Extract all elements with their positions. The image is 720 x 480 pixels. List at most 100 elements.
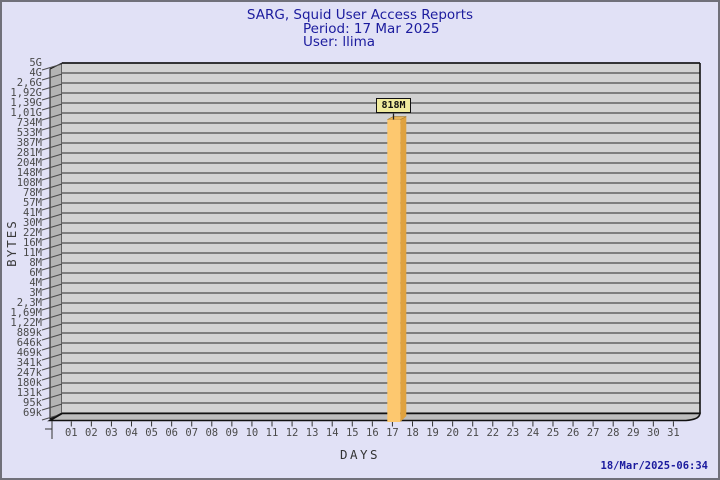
tick-line bbox=[41, 83, 63, 91]
x-tick-label: 05 bbox=[145, 426, 158, 439]
plot-floor bbox=[47, 412, 702, 422]
y-tick-label: 180k bbox=[16, 376, 42, 389]
tick-line bbox=[41, 343, 63, 351]
y-tick-label: 281M bbox=[16, 146, 42, 159]
y-tick-label: 2,3M bbox=[16, 296, 42, 309]
x-tick-label: 24 bbox=[526, 426, 540, 439]
tick-line bbox=[41, 313, 63, 321]
y-tick-label: 22M bbox=[23, 226, 42, 239]
y-tick-label: 95k bbox=[23, 396, 42, 409]
x-tick-label: 17 bbox=[386, 426, 399, 439]
y-tick-label: 3M bbox=[29, 286, 42, 299]
x-tick-label: 13 bbox=[305, 426, 319, 439]
y-tick-label: 148M bbox=[16, 166, 42, 179]
y-tick-label: 341k bbox=[16, 356, 42, 369]
x-tick-label: 31 bbox=[667, 426, 680, 439]
x-tick-label: 19 bbox=[426, 426, 439, 439]
tick-line bbox=[41, 73, 63, 81]
y-axis-title: BYTES bbox=[4, 219, 19, 267]
x-tick-label: 27 bbox=[586, 426, 600, 439]
y-tick-label: 16M bbox=[23, 236, 42, 249]
tick-line bbox=[41, 263, 63, 271]
y-tick-label: 11M bbox=[23, 246, 42, 259]
y-tick-label: 533M bbox=[16, 126, 42, 139]
y-tick-label: 387M bbox=[16, 136, 42, 149]
y-tick-label: 78M bbox=[23, 186, 42, 199]
tick-line bbox=[41, 293, 63, 301]
x-tick-label: 12 bbox=[285, 426, 299, 439]
y-tick-label: 108M bbox=[16, 176, 42, 189]
tick-line bbox=[41, 243, 63, 251]
tick-line bbox=[41, 403, 63, 411]
x-tick-label: 15 bbox=[345, 426, 359, 439]
tick-line bbox=[41, 143, 63, 151]
y-tick-label: 6M bbox=[29, 266, 42, 279]
tick-line bbox=[41, 383, 63, 391]
tick-line bbox=[41, 273, 63, 281]
tick-line bbox=[41, 93, 63, 101]
x-tick-label: 06 bbox=[165, 426, 178, 439]
x-tick-label: 01 bbox=[64, 426, 78, 439]
y-tick-label: 889k bbox=[16, 326, 42, 339]
bar-value-label: 818M bbox=[376, 98, 411, 113]
x-tick-label: 26 bbox=[566, 426, 580, 439]
x-tick-label: 08 bbox=[205, 426, 219, 439]
tick-line bbox=[41, 103, 63, 111]
y-tick-label: 646k bbox=[16, 336, 42, 349]
x-tick-label: 20 bbox=[446, 426, 459, 439]
y-tick-label: 57M bbox=[23, 196, 42, 209]
y-tick-label: 41M bbox=[23, 206, 42, 219]
y-tick-label: 30M bbox=[23, 216, 42, 229]
tick-line bbox=[41, 363, 63, 371]
tick-line bbox=[41, 253, 63, 261]
tick-line bbox=[41, 393, 63, 401]
tick-line bbox=[41, 163, 63, 171]
tick-line bbox=[41, 353, 63, 361]
y-tick-label: 1,69M bbox=[10, 306, 42, 319]
tick-line bbox=[41, 173, 63, 181]
tick-line bbox=[41, 213, 63, 221]
y-tick-label: 1,22M bbox=[10, 316, 42, 329]
x-tick-label: 09 bbox=[225, 426, 239, 439]
tick-line bbox=[41, 233, 63, 241]
x-tick-label: 16 bbox=[366, 426, 379, 439]
horizontal-gridlines bbox=[62, 62, 700, 414]
generation-timestamp: 18/Mar/2025-06:34 bbox=[600, 460, 708, 472]
y-tick-label: 1,92G bbox=[10, 86, 42, 99]
y-tick-label: 69k bbox=[23, 406, 42, 419]
y-tick-label: 4M bbox=[29, 276, 42, 289]
x-tick-label: 11 bbox=[265, 426, 279, 439]
tick-line bbox=[41, 193, 63, 201]
x-tick-label: 14 bbox=[325, 426, 339, 439]
tick-line bbox=[41, 123, 63, 131]
tick-line bbox=[41, 63, 63, 71]
tick-line bbox=[41, 113, 63, 121]
x-tick-label: 30 bbox=[647, 426, 660, 439]
x-tick-label: 29 bbox=[626, 426, 640, 439]
tick-line bbox=[41, 223, 63, 231]
tick-line bbox=[41, 133, 63, 141]
x-axis-tick-marks bbox=[70, 421, 674, 427]
y-tick-label: 8M bbox=[29, 256, 42, 269]
chart-title: SARG, Squid User Access Reports bbox=[246, 7, 474, 23]
x-tick-label: 07 bbox=[185, 426, 199, 439]
tick-line bbox=[41, 303, 63, 311]
x-tick-label: 21 bbox=[466, 426, 480, 439]
x-tick-label: 18 bbox=[406, 426, 419, 439]
y-tick-label: 4G bbox=[29, 66, 42, 79]
tick-line bbox=[41, 373, 63, 381]
x-tick-label: 28 bbox=[606, 426, 620, 439]
y-tick-label: 1,39G bbox=[10, 96, 42, 109]
x-tick-label: 02 bbox=[85, 426, 98, 439]
chart-period: Period: 17 Mar 2025 bbox=[303, 21, 440, 37]
y-tick-label: 131k bbox=[16, 386, 42, 399]
y-tick-label: 247k bbox=[16, 366, 42, 379]
x-axis-title: DAYS bbox=[339, 447, 381, 462]
y-gridline-ticks bbox=[41, 63, 63, 421]
y-tick-label: 2,6G bbox=[16, 76, 42, 89]
tick-line bbox=[41, 153, 63, 161]
chart-user: User: llima bbox=[303, 34, 376, 50]
tick-line bbox=[41, 283, 63, 291]
